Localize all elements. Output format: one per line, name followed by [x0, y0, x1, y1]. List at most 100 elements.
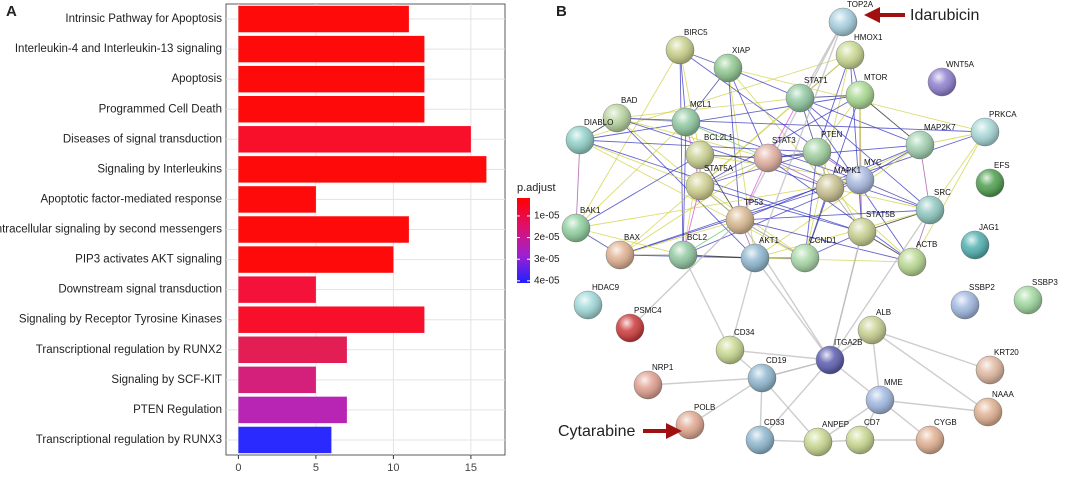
node-label: BAK1 — [580, 206, 601, 215]
node-label: STAT1 — [804, 76, 828, 85]
y-tick-label: PTEN Regulation — [133, 404, 222, 416]
y-tick-label: Transcriptional regulation by RUNX2 — [36, 344, 222, 356]
edge — [699, 94, 861, 187]
annotation: Cytarabine — [558, 423, 635, 440]
edge — [619, 187, 831, 256]
node-label: TP53 — [744, 198, 764, 207]
annotation: Idarubicin — [910, 7, 979, 24]
node-label: SSBP2 — [969, 283, 995, 292]
edge — [727, 67, 741, 221]
edge — [575, 179, 861, 229]
node-shine — [746, 426, 774, 454]
node-shine — [971, 118, 999, 146]
edge — [871, 329, 989, 413]
y-tick-label: Apoptosis — [171, 73, 222, 85]
node-shine — [816, 174, 844, 202]
y-tick-label: Intracellular signaling by second messen… — [0, 224, 222, 236]
edge — [754, 21, 844, 259]
bar — [238, 276, 316, 303]
node-shine — [829, 8, 857, 36]
node-label: XIAP — [732, 46, 750, 55]
edge — [629, 219, 741, 329]
colorbar-label: 3e-05 — [534, 254, 560, 265]
node-label: BAX — [624, 233, 641, 242]
node-shine — [562, 214, 590, 242]
node-shine — [672, 108, 700, 136]
bar — [238, 426, 332, 454]
y-tick-label: Interleukin-4 and Interleukin-13 signali… — [15, 43, 222, 55]
y-tick-label: Signaling by Receptor Tyrosine Kinases — [19, 314, 222, 326]
edge — [829, 209, 931, 361]
node-label: EFS — [994, 161, 1010, 170]
y-tick-label: PIP3 activates AKT signaling — [75, 254, 222, 266]
node-shine — [866, 386, 894, 414]
bar — [238, 336, 347, 363]
bar — [238, 306, 425, 333]
node-label: DIABLO — [584, 118, 613, 127]
node-shine — [716, 336, 744, 364]
node-label: MAPK1 — [834, 166, 862, 175]
node-label: HMOX1 — [854, 33, 883, 42]
y-tick-label: Diseases of signal transduction — [63, 133, 222, 145]
edge — [754, 257, 831, 361]
y-tick-label: Transcriptional regulation by RUNX3 — [36, 434, 222, 446]
node-label: CD33 — [764, 418, 785, 427]
node-label: MCL1 — [690, 100, 712, 109]
y-tick-label: Downstream signal transduction — [58, 284, 222, 296]
node-shine — [786, 84, 814, 112]
node-shine — [816, 346, 844, 374]
node-label: CYGB — [934, 418, 957, 427]
edge — [689, 377, 763, 426]
edge — [739, 219, 913, 263]
edge — [739, 21, 844, 221]
edge — [682, 121, 687, 256]
node-shine — [898, 248, 926, 276]
bar — [238, 366, 316, 394]
node-shine — [846, 81, 874, 109]
node-shine — [804, 428, 832, 456]
node-label: AKT1 — [759, 236, 780, 245]
node-shine — [754, 144, 782, 172]
edge — [685, 121, 769, 159]
node-label: STAT5B — [866, 210, 895, 219]
node-label: BCL2 — [687, 233, 708, 242]
node-label: ALB — [876, 308, 891, 317]
node-label: KRT20 — [994, 348, 1019, 357]
node-shine — [574, 291, 602, 319]
node-label: BCL2L1 — [704, 133, 733, 142]
node-label: BIRC5 — [684, 28, 708, 37]
edge — [911, 131, 986, 263]
node-shine — [906, 131, 934, 159]
edge — [679, 49, 701, 156]
node-shine — [616, 314, 644, 342]
edge — [754, 144, 921, 259]
colorbar-label: 1e-05 — [534, 211, 560, 222]
node-label: STAT5A — [704, 164, 734, 173]
node-label: WNT5A — [946, 60, 975, 69]
node-shine — [791, 244, 819, 272]
node-label: ITGA2B — [834, 338, 862, 347]
edge — [739, 219, 831, 361]
bar — [238, 186, 316, 213]
node-shine — [836, 41, 864, 69]
node-label: JAG1 — [979, 223, 1000, 232]
node-label: MAP2K7 — [924, 123, 956, 132]
node-label: MME — [884, 378, 903, 387]
colorbar-label: 4e-05 — [534, 275, 560, 286]
node-shine — [676, 411, 704, 439]
edge — [929, 131, 986, 211]
node-label: PRKCA — [989, 110, 1017, 119]
node-shine — [566, 126, 594, 154]
edge — [754, 209, 931, 259]
node-shine — [714, 54, 742, 82]
panel-label: A — [6, 3, 17, 20]
edge — [829, 187, 931, 211]
node-shine — [748, 364, 776, 392]
node-shine — [741, 244, 769, 272]
node-shine — [686, 141, 714, 169]
edge — [575, 139, 581, 229]
node-label: ACTB — [916, 240, 937, 249]
node-shine — [634, 371, 662, 399]
legend-title: p.adjust — [517, 182, 556, 194]
